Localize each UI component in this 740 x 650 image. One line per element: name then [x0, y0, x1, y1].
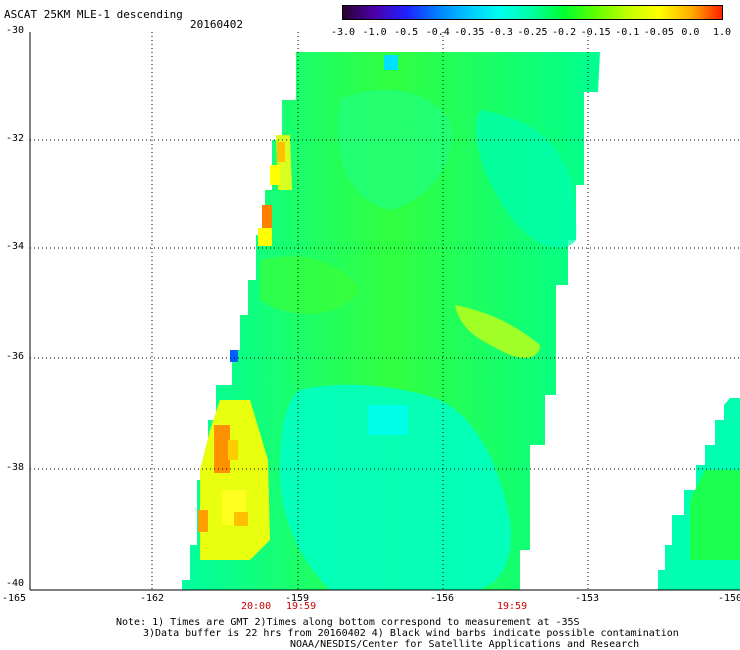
colorbar-tick-label: -0.1 [615, 27, 640, 38]
edge-orange-5 [198, 510, 208, 532]
right-swath-green [690, 470, 740, 560]
note-line-1: Note: 1) Times are GMT 2)Times along bot… [116, 617, 580, 628]
map-date: 20160402 [190, 18, 243, 31]
colorbar-tick-label: -0.15 [580, 27, 611, 38]
note-line-3: NOAA/NESDIS/Center for Satellite Applica… [290, 639, 640, 650]
y-label-38: -38 [6, 462, 25, 473]
map-title: ASCAT 25KM MLE-1 descending [4, 8, 183, 21]
y-label-40: -40 [6, 578, 25, 589]
colorbar-tick-label: -0.4 [425, 27, 450, 38]
y-label-36: -36 [6, 351, 25, 362]
time-label-3: 19:59 [497, 601, 528, 612]
x-label-153: -153 [575, 593, 600, 604]
edge-blue [230, 350, 238, 362]
y-label-32: -32 [6, 133, 25, 144]
edge-orange-3 [214, 425, 230, 473]
edge-yellow-3 [258, 228, 272, 246]
yellow-streak [455, 305, 540, 358]
cyan-cell [384, 55, 398, 70]
cyan-block [368, 405, 408, 435]
x-label-162: -162 [140, 593, 165, 604]
cyan-region [280, 384, 511, 590]
x-label-156: -156 [430, 593, 455, 604]
colorbar-tick-label: -0.3 [488, 27, 513, 38]
time-label-2: 19:59 [286, 601, 317, 612]
cyan-band-right [476, 110, 577, 248]
x-label-165: -165 [2, 593, 27, 604]
colorbar-tick-label: -3.0 [330, 27, 356, 38]
cyan-band-mid [260, 256, 360, 314]
edge-orange-4 [228, 440, 238, 460]
colorbar-tick-label: 0.0 [681, 27, 700, 38]
edge-yellow-2 [270, 165, 280, 185]
frame [29, 32, 740, 591]
cyan-patch-top [337, 89, 452, 210]
colorbar-tick-label: -0.25 [517, 27, 548, 38]
x-label-150: -150 [718, 593, 740, 604]
time-label-1: 20:00 [241, 601, 272, 612]
colorbar-tick-label: -0.05 [643, 27, 674, 38]
colorbar-tick-label: -0.5 [394, 27, 419, 38]
edge-orange-2 [262, 205, 272, 229]
colorbar-tick-label: -0.35 [454, 27, 485, 38]
colorbar-tick-label: -0.2 [552, 27, 577, 38]
x-label-159: -159 [285, 593, 310, 604]
colorbar-tick-label: 1.0 [712, 27, 732, 38]
note-line-2: 3)Data buffer is 22 hrs from 20160402 4)… [143, 628, 679, 639]
y-label-34: -34 [6, 241, 25, 252]
grid [30, 32, 740, 590]
y-label-30: -30 [6, 25, 25, 36]
colorbar [342, 5, 723, 20]
edge-orange-1 [277, 142, 285, 162]
edge-orange-6 [234, 512, 248, 526]
colorbar-tick-label: -1.0 [362, 27, 387, 38]
